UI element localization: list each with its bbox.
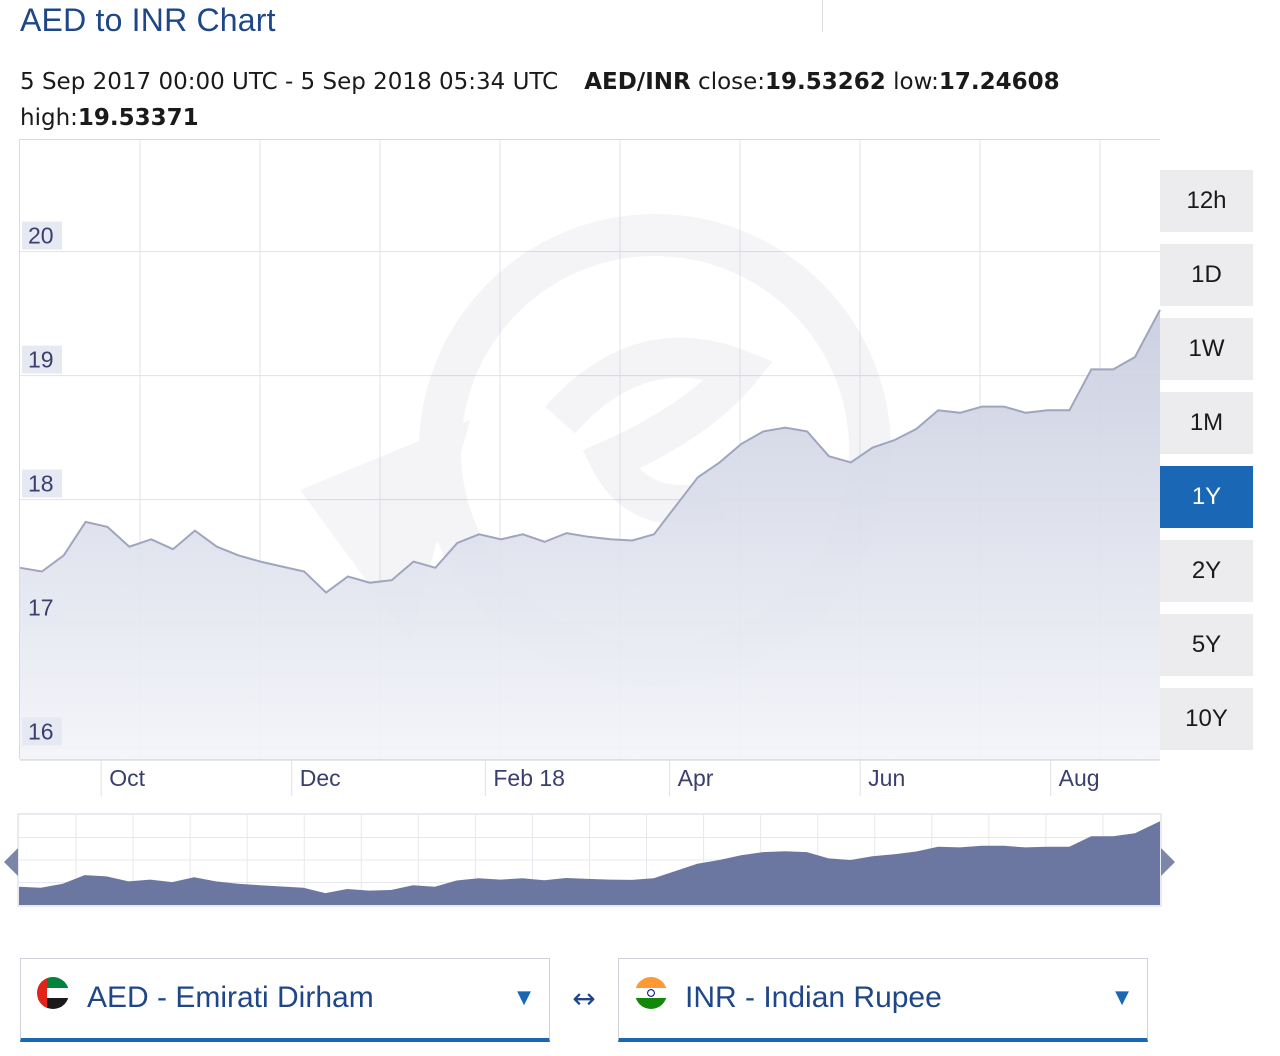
x-tick-label: Apr bbox=[678, 765, 714, 791]
y-tick-label: 16 bbox=[28, 719, 54, 745]
low-label: low: bbox=[893, 69, 939, 95]
range-button-1m[interactable]: 1M bbox=[1160, 392, 1253, 454]
range-button-1d[interactable]: 1D bbox=[1160, 244, 1253, 306]
low-value: 17.24608 bbox=[938, 69, 1060, 95]
navigator-left-handle[interactable] bbox=[4, 848, 18, 876]
y-tick-label-bg bbox=[22, 221, 62, 250]
x-tick-label: Oct bbox=[109, 765, 145, 791]
swap-currencies-icon[interactable]: ↔ bbox=[572, 982, 596, 1015]
close-label: close: bbox=[698, 69, 766, 95]
x-tick-label: Dec bbox=[300, 765, 341, 791]
y-tick-label: 19 bbox=[28, 347, 54, 373]
chart-info: 5 Sep 2017 00:00 UTC - 5 Sep 2018 05:34 … bbox=[20, 64, 1180, 136]
from-currency-label: AED - Emirati Dirham bbox=[87, 981, 374, 1014]
y-tick-label-bg bbox=[22, 345, 62, 374]
price-area bbox=[20, 309, 1160, 760]
to-currency-label: INR - Indian Rupee bbox=[685, 981, 942, 1014]
range-button-2y[interactable]: 2Y bbox=[1160, 540, 1253, 602]
chart-title: AED to INR Chart bbox=[20, 2, 276, 38]
y-axis-labels: 16 17 18 19 20 bbox=[22, 221, 62, 746]
main-chart[interactable]: 16 17 18 19 20 Oct Dec Feb 18 Apr Jun Aug bbox=[0, 0, 1280, 820]
range-button-5y[interactable]: 5Y bbox=[1160, 614, 1253, 676]
x-tick-label: Jun bbox=[868, 765, 905, 791]
chevron-down-icon: ▼ bbox=[517, 987, 531, 1008]
navigator-chart[interactable] bbox=[0, 0, 1280, 920]
chart-plot-frame bbox=[19, 139, 1160, 759]
x-tick-label: Feb 18 bbox=[493, 765, 565, 791]
close-value: 19.53262 bbox=[765, 69, 886, 95]
y-tick-label: 18 bbox=[28, 471, 54, 497]
price-line bbox=[19, 309, 1161, 594]
high-value: 19.53371 bbox=[77, 105, 199, 131]
range-button-1y[interactable]: 1Y bbox=[1160, 466, 1253, 528]
chevron-down-icon: ▼ bbox=[1115, 987, 1129, 1008]
high-label: high: bbox=[20, 105, 78, 131]
y-tick-label: 17 bbox=[28, 595, 54, 621]
to-currency-select[interactable]: INR - Indian Rupee ▼ bbox=[618, 958, 1148, 1042]
range-button-1w[interactable]: 1W bbox=[1160, 318, 1253, 380]
x-axis-labels: Oct Dec Feb 18 Apr Jun Aug bbox=[100, 760, 1100, 796]
y-tick-label: 20 bbox=[28, 223, 54, 249]
navigator-area bbox=[19, 821, 1160, 905]
uae-flag-icon bbox=[37, 977, 69, 1009]
y-tick-label-bg bbox=[22, 593, 62, 622]
header-divider bbox=[822, 0, 823, 32]
from-currency-select[interactable]: AED - Emirati Dirham ▼ bbox=[20, 958, 550, 1042]
currency-pair: AED/INR bbox=[584, 69, 691, 95]
date-range: 5 Sep 2017 00:00 UTC - 5 Sep 2018 05:34 … bbox=[20, 69, 559, 95]
india-flag-icon bbox=[635, 977, 667, 1009]
x-tick-label: Aug bbox=[1059, 765, 1100, 791]
y-tick-label-bg bbox=[22, 717, 62, 746]
navigator-right-handle[interactable] bbox=[1161, 848, 1175, 876]
range-button-10y[interactable]: 10Y bbox=[1160, 688, 1253, 750]
range-button-12h[interactable]: 12h bbox=[1160, 170, 1253, 232]
y-tick-label-bg bbox=[22, 469, 62, 498]
